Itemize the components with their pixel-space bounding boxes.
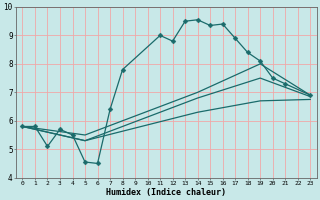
X-axis label: Humidex (Indice chaleur): Humidex (Indice chaleur) <box>106 188 226 197</box>
